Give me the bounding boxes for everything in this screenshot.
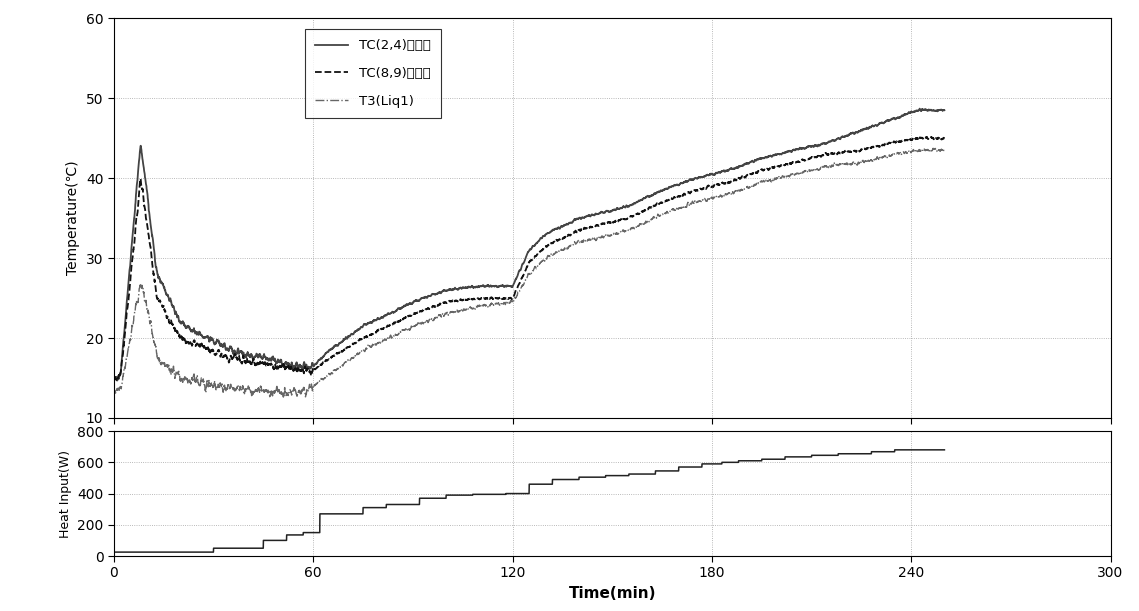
TC(2,4)평균값: [912, 105, 926, 112]
Line: TC(2,4)평균값: TC(2,4)평균값: [114, 109, 944, 381]
TC(8,9)평균값: [937, 134, 951, 142]
TC(8,9)평균값: [790, 158, 804, 166]
TC(8,9)평균값: [647, 202, 661, 209]
TC(2,4)평균값: [605, 207, 618, 214]
T3(Liq1): [425, 315, 439, 323]
TC(8,9)평균값: [727, 177, 740, 185]
TC(2,4)평균값: [790, 145, 804, 153]
T3(Liq1): [605, 230, 618, 238]
TC(2,4)평균값: [107, 375, 121, 382]
TC(2,4)평균값: [727, 165, 740, 172]
T3(Liq1): [107, 389, 121, 397]
Line: TC(8,9)평균값: TC(8,9)평균값: [114, 137, 944, 380]
T3(Liq1): [790, 170, 804, 177]
T3(Liq1): [277, 393, 290, 401]
X-axis label: Time(min): Time(min): [568, 586, 656, 601]
TC(2,4)평균값: [937, 106, 951, 114]
TC(8,9)평균값: [919, 133, 933, 141]
Line: T3(Liq1): T3(Liq1): [114, 148, 944, 397]
TC(8,9)평균값: [605, 219, 618, 226]
T3(Liq1): [647, 214, 661, 221]
T3(Liq1): [257, 388, 271, 395]
T3(Liq1): [727, 189, 740, 197]
T3(Liq1): [937, 144, 951, 152]
Y-axis label: Heat Input(W): Heat Input(W): [58, 450, 72, 538]
TC(8,9)평균값: [259, 358, 272, 365]
TC(2,4)평균값: [425, 291, 439, 299]
TC(2,4)평균값: [647, 190, 661, 197]
Y-axis label: Temperature(℃): Temperature(℃): [66, 161, 81, 276]
TC(8,9)평균값: [107, 372, 121, 379]
TC(2,4)평균값: [259, 353, 272, 360]
Legend: TC(2,4)평균값, TC(8,9)평균값, T3(Liq1): TC(2,4)평균값, TC(8,9)평균값, T3(Liq1): [305, 29, 442, 118]
TC(8,9)평균값: [425, 304, 439, 312]
TC(8,9)평균값: [109, 376, 123, 384]
T3(Liq1): [937, 145, 951, 152]
TC(2,4)평균값: [110, 377, 124, 384]
